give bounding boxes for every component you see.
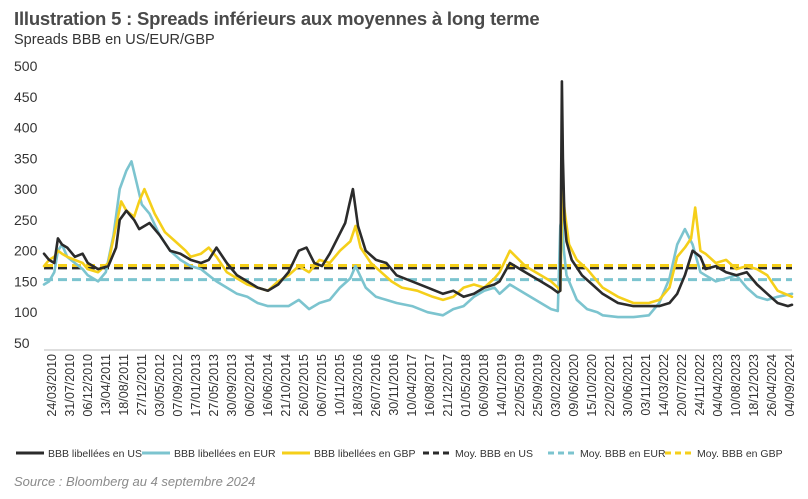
x-tick-label: 22/02/2021 [603,354,617,417]
x-tick-label: 25/09/2019 [531,354,545,417]
x-tick-label: 18/03/2016 [351,354,365,417]
x-tick-label: 03/11/2021 [639,354,653,416]
y-tick-label: 250 [14,212,38,228]
x-tick-label: 27/05/2013 [207,354,221,417]
x-tick-label: 13/04/2011 [99,354,113,416]
series-line-bbb-libell-es-en-gbp [42,187,794,305]
x-tick-label: 04/04/2023 [711,354,725,417]
x-tick-label: 15/10/2020 [585,354,599,417]
x-tick-label: 10/11/2015 [333,354,347,416]
y-tick-label: 450 [14,89,38,105]
legend-item: Moy. BBB en US [423,448,533,460]
x-tick-label: 06/12/2010 [81,354,95,417]
x-tick-label: 03/05/2012 [153,354,167,417]
legend: BBB libellées en US BBB libellées en EUR B… [16,448,783,460]
x-tick-label: 03/02/2020 [549,354,563,417]
x-tick-label: 04/09/2024 [783,354,797,417]
x-tick-label: 14/03/2022 [657,354,671,417]
chart-title: Illustration 5 : Spreads inférieurs aux … [14,8,540,29]
x-tick-label: 26/07/2016 [369,354,383,417]
legend-label: Moy. BBB en EUR [580,448,666,460]
x-tick-label: 27/12/2011 [135,354,149,416]
y-tick-label: 200 [14,243,38,259]
legend-label: BBB libellées en EUR [174,448,276,460]
x-tick-label: 18/12/2023 [747,354,761,417]
series-layer [42,80,794,319]
x-tick-label: 17/01/2013 [189,354,203,417]
legend-item: Moy. BBB en GBP [665,448,783,460]
y-tick-label: 500 [14,58,38,74]
y-axis: 50 100 150 200 250 300 350 400 450 500 [14,58,38,351]
x-tick-label: 26/04/2024 [765,354,779,417]
legend-label: Moy. BBB en US [455,448,533,460]
source-note: Source : Bloomberg au 4 septembre 2024 [14,474,256,489]
x-tick-label: 30/11/2016 [387,354,401,416]
x-tick-label: 21/12/2017 [441,354,455,417]
legend-item: BBB libellées en EUR [142,448,276,460]
x-tick-label: 07/09/2012 [171,354,185,417]
x-tick-label: 06/02/2014 [243,354,257,417]
legend-label: BBB libellées en GBP [314,448,416,460]
chart-subtitle: Spreads BBB en US/EUR/GBP [14,32,215,48]
x-tick-label: 26/02/2015 [297,354,311,417]
series-line-bbb-libell-es-en-eur [42,160,794,319]
y-tick-label: 400 [14,120,38,136]
x-tick-label: 10/04/2017 [405,354,419,417]
x-tick-label: 10/08/2023 [729,354,743,417]
legend-label: BBB libellées en US [48,448,142,460]
x-axis: 24/03/2010 31/07/2010 06/12/2010 13/04/2011… [44,349,797,417]
x-tick-label: 30/06/2021 [621,354,635,417]
legend-item: BBB libellées en US [16,448,142,460]
series-line-bbb-libell-es-en-us [42,80,794,308]
y-tick-label: 300 [14,181,38,197]
y-tick-label: 350 [14,150,38,166]
y-tick-label: 150 [14,273,38,289]
x-tick-label: 21/10/2014 [279,354,293,417]
x-tick-label: 01/05/2018 [459,354,473,417]
x-tick-label: 24/03/2010 [45,354,59,417]
x-tick-label: 24/11/2022 [693,354,707,416]
x-tick-label: 06/09/2018 [477,354,491,417]
x-tick-label: 30/09/2013 [225,354,239,417]
legend-item: BBB libellées en GBP [282,448,416,460]
legend-item: Moy. BBB en EUR [548,448,666,460]
legend-label: Moy. BBB en GBP [697,448,783,460]
x-tick-label: 18/08/2011 [117,354,131,416]
y-tick-label: 50 [14,335,30,351]
y-tick-label: 100 [14,304,38,320]
x-tick-label: 16/06/2014 [261,354,275,417]
x-tick-label: 20/07/2022 [675,354,689,417]
x-tick-label: 31/07/2010 [63,354,77,417]
x-tick-label: 06/07/2015 [315,354,329,417]
x-tick-label: 14/01/2019 [495,354,509,417]
x-tick-label: 16/08/2017 [423,354,437,417]
x-tick-label: 22/05/2019 [513,354,527,417]
x-tick-label: 09/06/2020 [567,354,581,417]
